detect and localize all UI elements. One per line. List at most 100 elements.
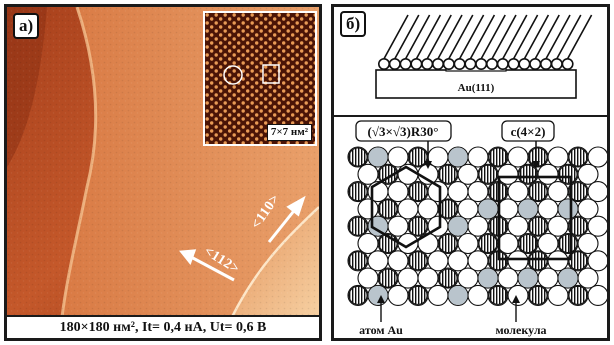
au-atom — [387, 146, 409, 168]
side-chain — [566, 14, 593, 60]
molecule-striped — [378, 199, 398, 219]
side-surface-atom — [464, 57, 477, 70]
au-atom — [357, 267, 379, 289]
molecule-gray — [558, 268, 578, 288]
side-surface-atom — [518, 57, 531, 70]
au-atom — [427, 146, 449, 168]
side-chain — [491, 14, 517, 60]
atom-label: атом Au — [359, 323, 403, 337]
au-atom-lattice — [347, 146, 607, 306]
au-atom — [497, 232, 519, 255]
side-surface-atom — [529, 57, 542, 70]
au-atom — [507, 250, 529, 272]
au-atom — [457, 267, 479, 289]
atomic-resolution-inset: 7×7 нм² — [203, 11, 317, 146]
panel-b-tag: б) — [340, 11, 367, 37]
au-atom — [417, 232, 439, 255]
side-surface-atom — [453, 57, 466, 70]
molecule-striped — [518, 234, 538, 253]
molecule-striped — [568, 216, 588, 236]
side-chain — [502, 14, 528, 60]
molecule-gray — [368, 147, 388, 167]
molecule-gray — [478, 268, 498, 288]
molecule-striped — [528, 285, 548, 305]
au-atom — [387, 284, 409, 306]
au-atom — [357, 198, 379, 220]
phase-right-label: c(4×2) — [511, 124, 546, 139]
molecule-striped — [438, 199, 458, 219]
au-atom — [537, 198, 559, 220]
side-surface-atom — [507, 57, 520, 70]
molecule-striped — [478, 234, 498, 253]
molecule-striped — [518, 164, 538, 184]
inset-scale-label: 7×7 нм² — [266, 124, 312, 141]
molecule-striped — [348, 251, 368, 271]
au-atom — [457, 163, 479, 185]
au-atom — [587, 215, 607, 237]
au-atom — [587, 250, 607, 272]
side-chain — [534, 14, 560, 60]
molecule-striped — [438, 234, 458, 253]
au-atom — [547, 146, 569, 168]
molecule-gray — [518, 199, 538, 219]
side-surface-atom — [496, 57, 509, 70]
side-surface-atom — [540, 57, 553, 70]
au-atom — [467, 284, 489, 306]
au-atom — [457, 232, 479, 255]
molecule-striped — [408, 147, 428, 167]
au-atom — [387, 250, 409, 272]
side-surface-atom — [410, 57, 423, 70]
side-surface-atom — [561, 57, 574, 70]
molecule-striped — [558, 164, 578, 184]
molecule-striped — [568, 182, 588, 202]
au-atom — [467, 146, 489, 168]
panel-b: Au(111) б) (√3×√3)R30° c(4×2) — [331, 4, 610, 341]
molecule-striped — [348, 216, 368, 236]
molecule-striped — [528, 182, 548, 202]
au-atom — [547, 181, 569, 203]
au-atom — [537, 267, 559, 289]
molecule-striped — [408, 251, 428, 271]
side-surface-atom — [442, 57, 455, 70]
au-atom — [367, 250, 389, 272]
au-atom — [497, 267, 519, 289]
au-atom — [507, 181, 529, 203]
side-chain — [480, 14, 506, 60]
au-atom — [357, 232, 379, 255]
molecule-chains — [377, 14, 593, 70]
au-atom — [577, 232, 599, 255]
molecule-striped — [528, 216, 548, 236]
hexagonal-unit-cell — [370, 165, 442, 249]
side-chain — [545, 14, 571, 60]
au-atom — [457, 198, 479, 220]
phase-left-label: (√3×√3)R30° — [368, 124, 439, 139]
au-atom — [497, 163, 519, 185]
side-chain — [394, 14, 420, 60]
au-atom — [587, 181, 607, 203]
side-view-diagram: Au(111) — [375, 14, 593, 99]
molecule-gray — [478, 199, 498, 219]
au-atom — [577, 163, 599, 185]
molecule-striped — [438, 164, 458, 184]
molecule-striped — [378, 268, 398, 288]
molecule-striped — [348, 182, 368, 202]
side-surface-atom — [486, 57, 499, 70]
rectangular-cell-marker — [262, 64, 280, 84]
side-surface-atom — [432, 57, 445, 70]
molecule-gray — [448, 147, 468, 167]
molecule-striped — [438, 268, 458, 288]
au-atom — [537, 232, 559, 255]
au-atom — [587, 146, 607, 168]
au-atom — [427, 284, 449, 306]
molecule-striped — [488, 147, 508, 167]
molecule-striped — [558, 234, 578, 253]
molecule-striped — [568, 251, 588, 271]
panel-b-divider — [334, 115, 607, 117]
side-chain — [448, 14, 474, 60]
au-atom — [447, 181, 469, 203]
scan-parameters-caption: 180×180 нм², It= 0,4 нА, Ut= 0,6 В — [7, 315, 319, 338]
molecule-label: молекула — [495, 323, 546, 337]
au-atom — [447, 250, 469, 272]
substrate-label: Au(111) — [458, 82, 495, 94]
side-chain — [523, 14, 550, 60]
